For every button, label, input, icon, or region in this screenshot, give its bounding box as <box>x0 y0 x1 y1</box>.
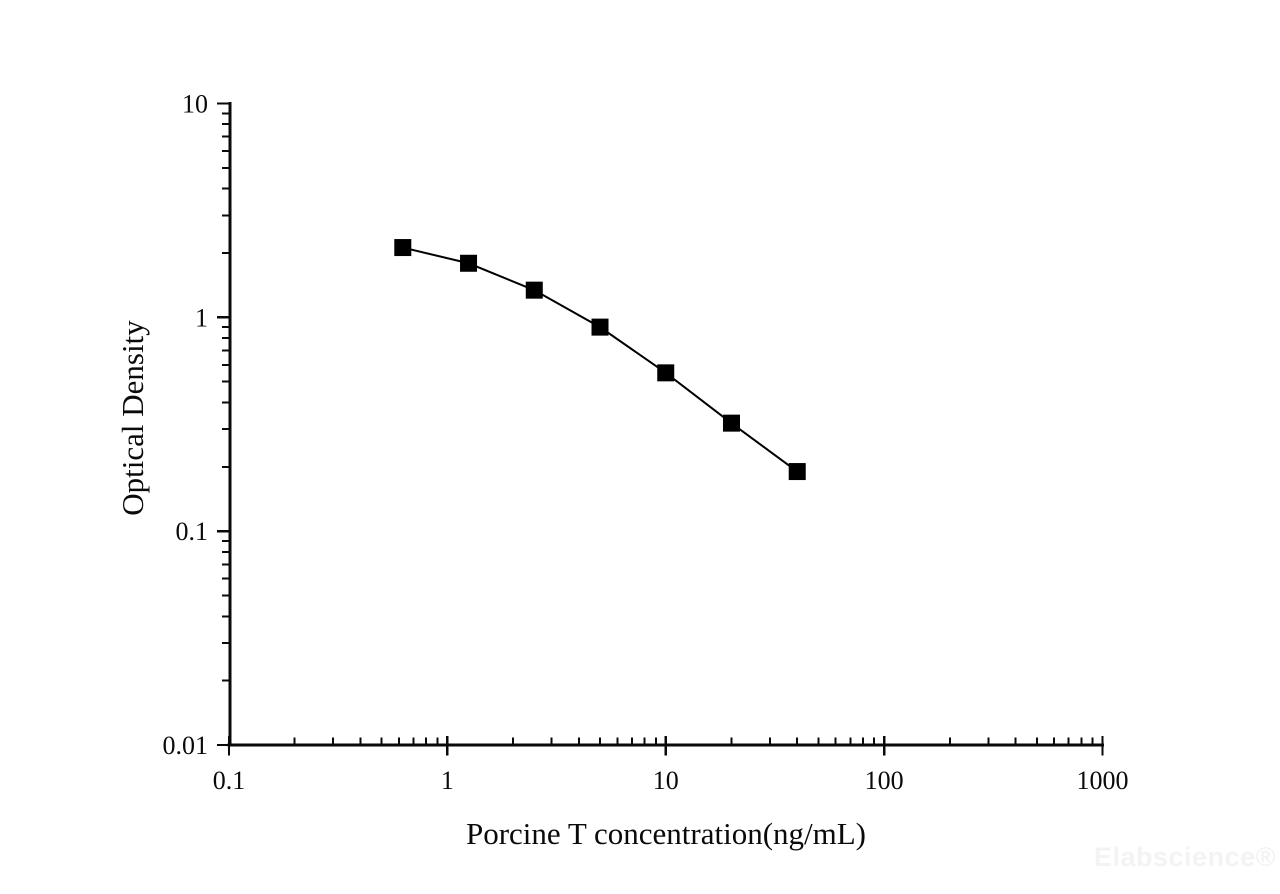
data-point-marker <box>722 414 740 432</box>
y-axis-title: Optical Density <box>115 320 150 516</box>
data-point-marker <box>460 254 478 272</box>
data-point-marker <box>394 239 412 257</box>
data-point-marker <box>591 318 609 336</box>
x-axis-title: Porcine T concentration(ng/mL) <box>465 816 867 851</box>
x-tick-label: 0.1 <box>213 766 246 795</box>
x-tick-label: 100 <box>865 766 904 795</box>
y-tick-label: 1 <box>195 303 208 332</box>
y-tick-label: 0.01 <box>163 731 209 760</box>
data-point-marker <box>788 463 806 481</box>
watermark-logo: Elabscience® <box>1094 842 1276 872</box>
data-point-marker <box>525 281 543 299</box>
series-line <box>402 246 798 473</box>
y-tick-label: 10 <box>182 90 208 119</box>
x-tick-label: 1 <box>441 766 454 795</box>
x-tick-label: 1000 <box>1077 766 1129 795</box>
y-tick-label: 0.1 <box>176 517 209 546</box>
data-point-marker <box>657 364 675 382</box>
x-tick-label: 10 <box>653 766 679 795</box>
